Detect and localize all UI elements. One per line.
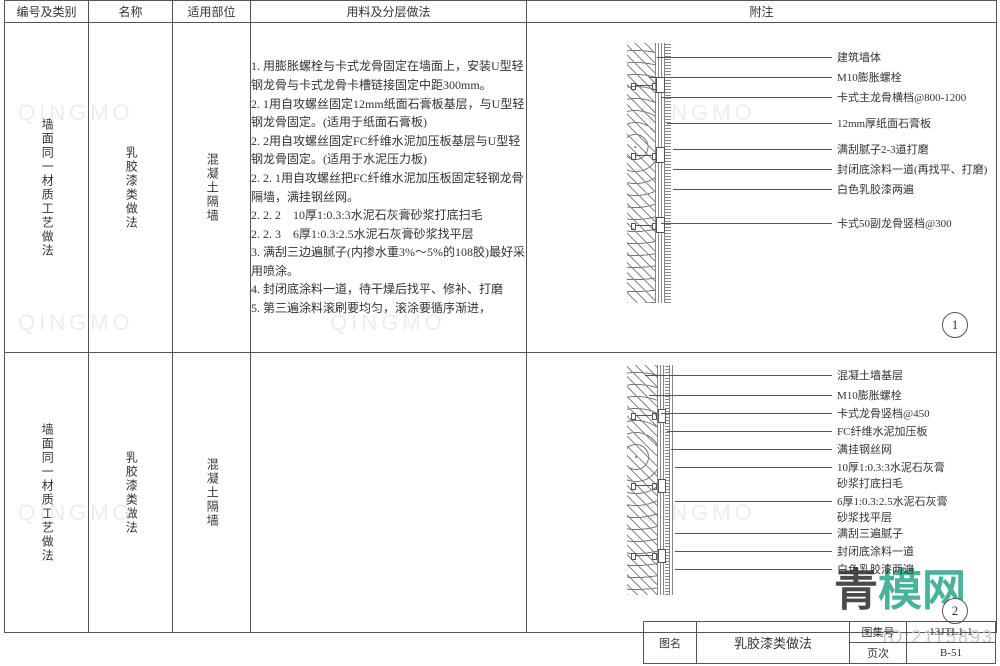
tb-tuming-label: 图名 (644, 622, 697, 664)
detail-label: 混凝土墙基层 (837, 367, 903, 383)
method-line: 3. 满刮三边遍腻子(内掺水重3%～5%的108胶)最好采用喷涂。 (251, 243, 526, 280)
detail-label: 白色乳胶漆两遍 (837, 561, 914, 577)
cell-method: 1. 用膨胀螺栓与卡式龙骨固定在墙面上，安装U型轻钢龙骨与卡式龙骨卡槽链接固定中… (251, 23, 527, 353)
stud-icon (658, 409, 666, 423)
bolt-icon (635, 225, 653, 226)
tb-yeci: B-51 (907, 643, 996, 664)
board-hatch (665, 43, 671, 303)
leader-line (673, 189, 832, 190)
detail-label: M10膨胀螺栓 (837, 387, 902, 403)
method-line: 5. 第三遍涂料滚刷要均匀，滚涂要循序渐进， (251, 299, 526, 318)
table-header: 编号及类别 名称 适用部位 用料及分层做法 附注 (5, 1, 997, 23)
leader-line (649, 395, 832, 396)
cell-part: 混凝土隔墙 (173, 353, 251, 633)
wall-hatch (627, 43, 655, 303)
leader-line (675, 501, 832, 502)
table-row: 墙面同一材质工艺做法 乳胶漆类做法 混凝土隔墙 (5, 353, 997, 633)
page: QINGMO QINGMO QINGMO QINGMO QINGMO QINGM… (0, 0, 1000, 666)
leader-line (673, 149, 832, 150)
detail-label: 砂浆打底扫毛 (837, 475, 903, 491)
table-row: 墙面同一材质工艺做法 乳胶漆类做法 混凝土隔墙 1. 用膨胀螺栓与卡式龙骨固定在… (5, 23, 997, 353)
cell-name: 乳胶漆类做法 (89, 353, 173, 633)
detail-label: 满挂钢丝网 (837, 441, 892, 457)
tb-tujihao-label: 图集号 (850, 622, 907, 643)
detail-label: 10厚1:0.3:3水泥石灰膏 (837, 459, 945, 475)
plaster-hatch (669, 365, 675, 595)
stud-icon (658, 549, 666, 563)
detail-label: 卡式50副龙骨竖档@300 (837, 215, 952, 231)
leader-line (649, 77, 832, 78)
leader-line (671, 449, 832, 450)
detail-label: 建筑墙体 (837, 49, 881, 65)
stud-icon (656, 147, 665, 163)
cell-name: 乳胶漆类做法 (89, 23, 173, 353)
leader-line (645, 375, 832, 376)
detail-label: 6厚1:0.3:2.5水泥石灰膏 (837, 493, 948, 509)
leader-line (661, 413, 832, 414)
tb-title: 乳胶漆类做法 (697, 622, 850, 664)
leader-line (675, 569, 832, 570)
wall-hatch (627, 365, 657, 595)
method-line: 2. 2. 3 6厚1:0.3:2.5水泥石灰膏砂浆找平层 (251, 225, 526, 244)
detail-label: 白色乳胶漆两遍 (837, 181, 914, 197)
detail-label: 卡式主龙骨横档@800-1200 (837, 89, 966, 105)
leader-line (667, 431, 832, 432)
detail-label: 封闭底涂料一道(再找平、打磨) (837, 161, 987, 177)
leader-line (661, 223, 832, 224)
cell-cat: 墙面同一材质工艺做法 (5, 353, 89, 633)
th-part: 适用部位 (173, 1, 251, 23)
stud-icon (656, 217, 665, 233)
th-cat: 编号及类别 (5, 1, 89, 23)
th-note: 附注 (527, 1, 997, 23)
tb-yeci-label: 页次 (850, 643, 907, 664)
detail-label: M10膨胀螺栓 (837, 69, 902, 85)
method-line: 2. 2. 2 10厚1:0.3:3水泥石灰膏砂浆打底扫毛 (251, 206, 526, 225)
bolt-icon (635, 415, 653, 416)
detail-1: 建筑墙体 M10膨胀螺栓 卡式主龙骨横档@800-1200 12mm厚纸面石膏板… (527, 23, 996, 352)
bolt-icon (635, 485, 653, 486)
th-name: 名称 (89, 1, 173, 23)
cell-part: 混凝土隔墙 (173, 23, 251, 353)
detail-label: 12mm厚纸面石膏板 (837, 115, 931, 131)
leader-line (657, 57, 832, 58)
bolt-icon (635, 85, 653, 86)
cell-cat: 墙面同一材质工艺做法 (5, 23, 89, 353)
title-block: 图名 乳胶漆类做法 图集号 13JTL1-1 页次 B-51 (643, 621, 996, 664)
detail-2: 混凝土墙基层 M10膨胀螺栓 卡式龙骨竖档@450 FC纤维水泥加压板 满挂钢丝… (527, 353, 996, 632)
method-line: 4. 封闭底涂料一道，待干燥后找平、修补、打磨 (251, 280, 526, 299)
cell-note: 建筑墙体 M10膨胀螺栓 卡式主龙骨横档@800-1200 12mm厚纸面石膏板… (527, 23, 997, 353)
leader-line (673, 169, 832, 170)
leader-line (675, 551, 832, 552)
th-method: 用料及分层做法 (251, 1, 527, 23)
detail-label: 砂浆找平层 (837, 509, 892, 525)
method-line: 2. 2用自攻螺丝固定FC纤维水泥加压板基层与U型轻钢龙骨固定。(适用于水泥压力… (251, 132, 526, 169)
stud-icon (656, 77, 665, 93)
leader-line (667, 123, 832, 124)
detail-number: 1 (942, 312, 968, 338)
detail-label: 满刮三遍腻子 (837, 525, 903, 541)
leader-line (675, 467, 832, 468)
cell-method (251, 353, 527, 633)
bolt-icon (635, 155, 653, 156)
tb-tujihao: 13JTL1-1 (907, 622, 996, 643)
method-line: 2. 1用自攻螺丝固定12mm纸面石膏板基层，与U型轻钢龙骨固定。(适用于纸面石… (251, 95, 526, 132)
detail-label: FC纤维水泥加压板 (837, 423, 927, 439)
main-table: 编号及类别 名称 适用部位 用料及分层做法 附注 墙面同一材质工艺做法 乳胶漆类… (4, 0, 997, 633)
detail-label: 满刮腻子2-3道打磨 (837, 141, 929, 157)
method-line: 1. 用膨胀螺栓与卡式龙骨固定在墙面上，安装U型轻钢龙骨与卡式龙骨卡槽链接固定中… (251, 57, 526, 94)
detail-label: 卡式龙骨竖档@450 (837, 405, 930, 421)
cell-note: 混凝土墙基层 M10膨胀螺栓 卡式龙骨竖档@450 FC纤维水泥加压板 满挂钢丝… (527, 353, 997, 633)
detail-label: 封闭底涂料一道 (837, 543, 914, 559)
leader-line (675, 533, 832, 534)
bolt-icon (635, 555, 653, 556)
leader-line (661, 97, 832, 98)
stud-icon (658, 479, 666, 493)
method-line: 2. 2. 1用自攻螺丝把FC纤维水泥加压板固定轻钢龙骨隔墙，满挂钢丝网。 (251, 169, 526, 206)
